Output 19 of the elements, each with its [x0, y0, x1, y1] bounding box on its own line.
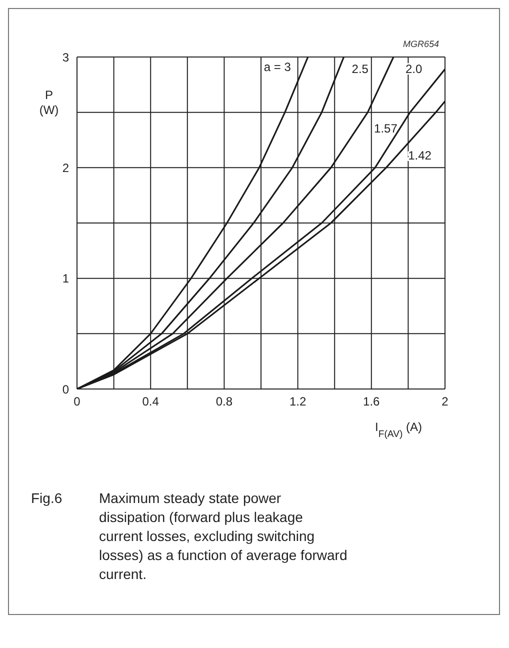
y-axis-title: P (W) — [39, 88, 59, 117]
y-tick-label: 3 — [62, 50, 70, 64]
x-tick-label: 0.8 — [216, 394, 233, 409]
x-tick-label: 0.4 — [142, 394, 160, 409]
x-axis-title: I$_{F(AV)}$ (A) — [375, 420, 422, 440]
x-tick-label: 2 — [442, 394, 449, 409]
series-label: 1.42 — [408, 148, 432, 163]
series-label: a = 3 — [264, 60, 292, 74]
x-tick-label: 1.6 — [363, 394, 380, 409]
caption: Fig.6 — [31, 489, 64, 508]
y-tick-label: 0 — [62, 382, 70, 396]
y-tick-label: 2 — [62, 160, 70, 175]
series-label: 1.57 — [374, 121, 398, 136]
x-tick-label: 0 — [74, 394, 81, 409]
text: Maximum steady state power dissipation (forward plus leakage current losses, excluding switching losses) as a function of average forward current. — [99, 489, 348, 584]
series-label: 2.5 — [352, 62, 369, 76]
y-tick-label: 1 — [62, 272, 70, 286]
text: MGR654 — [402, 39, 439, 49]
x-tick-label: 1.2 — [289, 394, 306, 409]
